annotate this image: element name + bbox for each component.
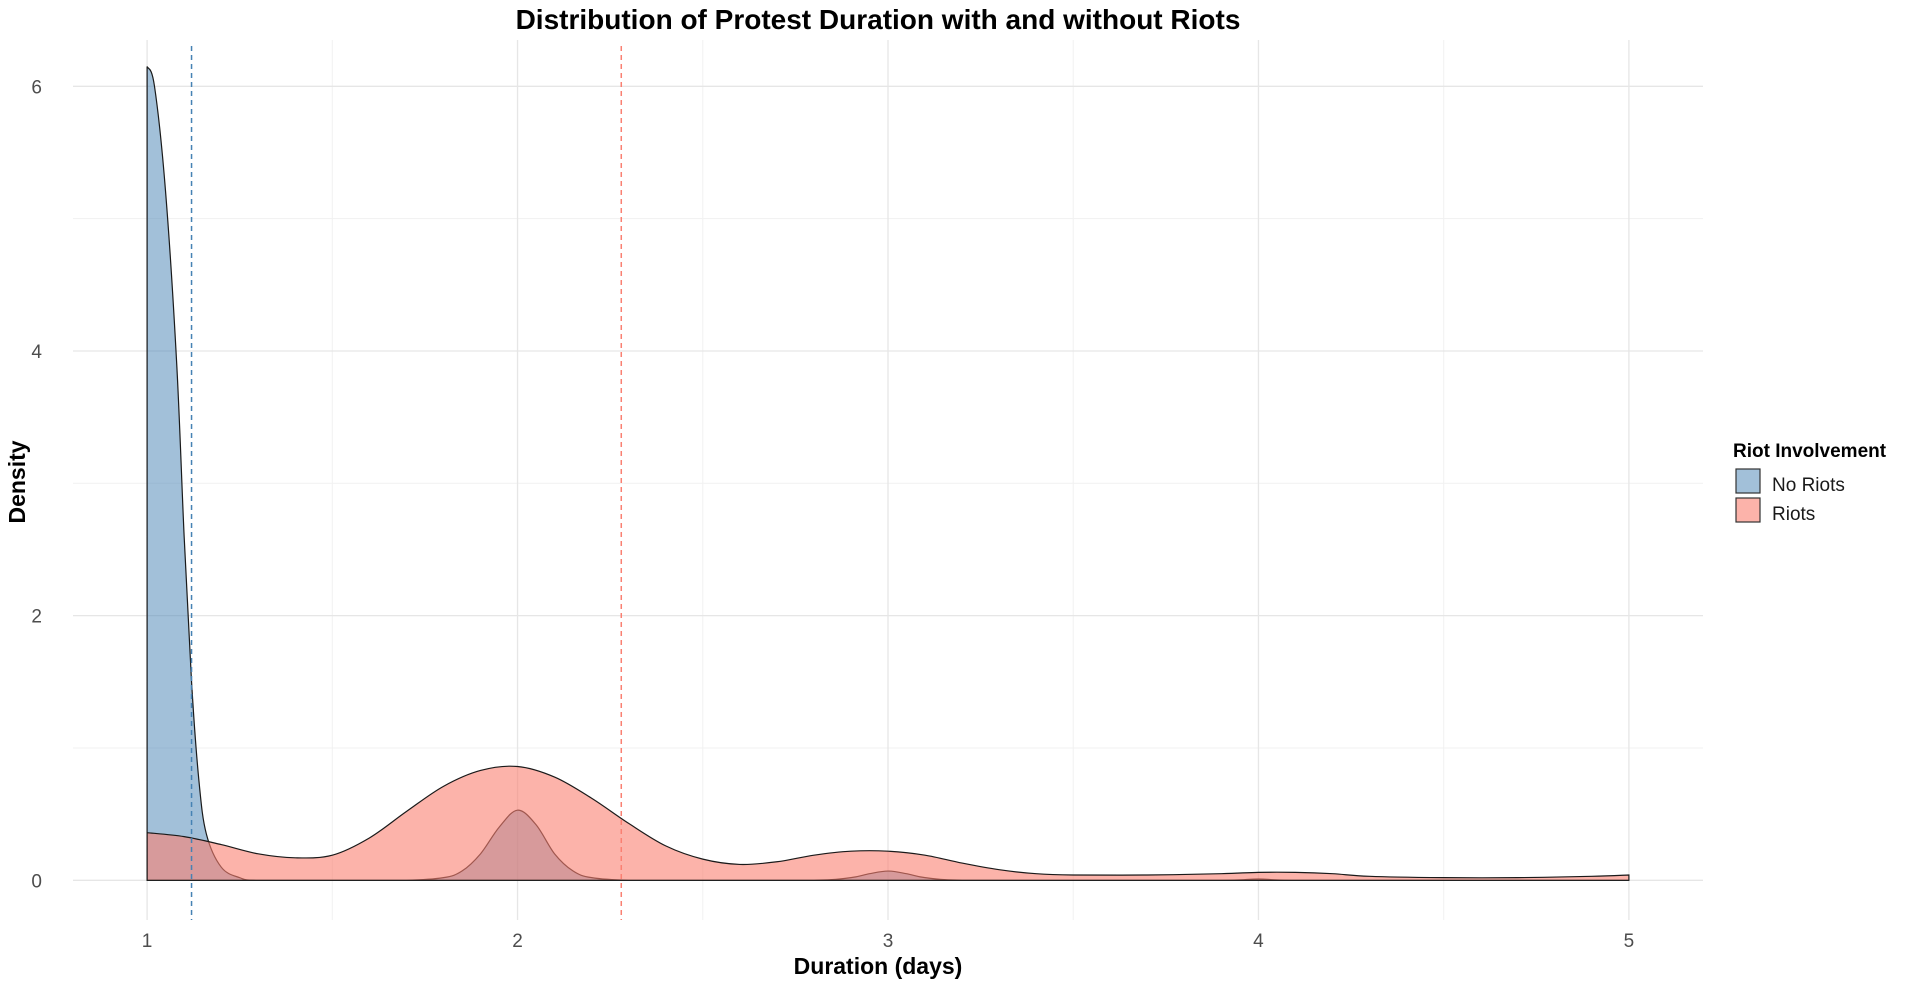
chart-title: Distribution of Protest Duration with an…	[516, 4, 1241, 35]
x-tick-label: 2	[512, 931, 523, 952]
x-tick-label: 3	[883, 931, 894, 952]
legend-title: Riot Involvement	[1733, 441, 1887, 462]
y-tick-label: 4	[31, 342, 42, 363]
legend-item-no-riots: No Riots	[1735, 468, 1845, 496]
y-tick-label: 6	[31, 77, 42, 98]
x-tick-label: 1	[142, 931, 153, 952]
tick-labels: 1 2 3 4 5 0 2 4 6	[31, 77, 1634, 952]
x-tick-label: 4	[1253, 931, 1264, 952]
legend-item-riots: Riots	[1735, 497, 1815, 525]
x-tick-label: 5	[1624, 931, 1635, 952]
y-tick-label: 2	[31, 607, 42, 628]
density-area-riots	[147, 766, 1629, 881]
x-axis-title: Duration (days)	[794, 953, 963, 979]
legend-swatch-no-riots	[1735, 468, 1761, 494]
y-tick-label: 0	[31, 871, 42, 892]
legend-swatch-riots	[1735, 497, 1761, 523]
legend-label-no-riots: No Riots	[1772, 475, 1845, 496]
density-outline-riots	[146, 765, 1630, 881]
grid-layer	[73, 40, 1703, 920]
y-axis-title: Density	[4, 440, 30, 523]
legend-label-riots: Riots	[1772, 504, 1815, 525]
density-areas	[146, 66, 1630, 881]
legend: Riot Involvement No Riots Riots	[1733, 441, 1887, 525]
mean-lines	[190, 46, 623, 920]
